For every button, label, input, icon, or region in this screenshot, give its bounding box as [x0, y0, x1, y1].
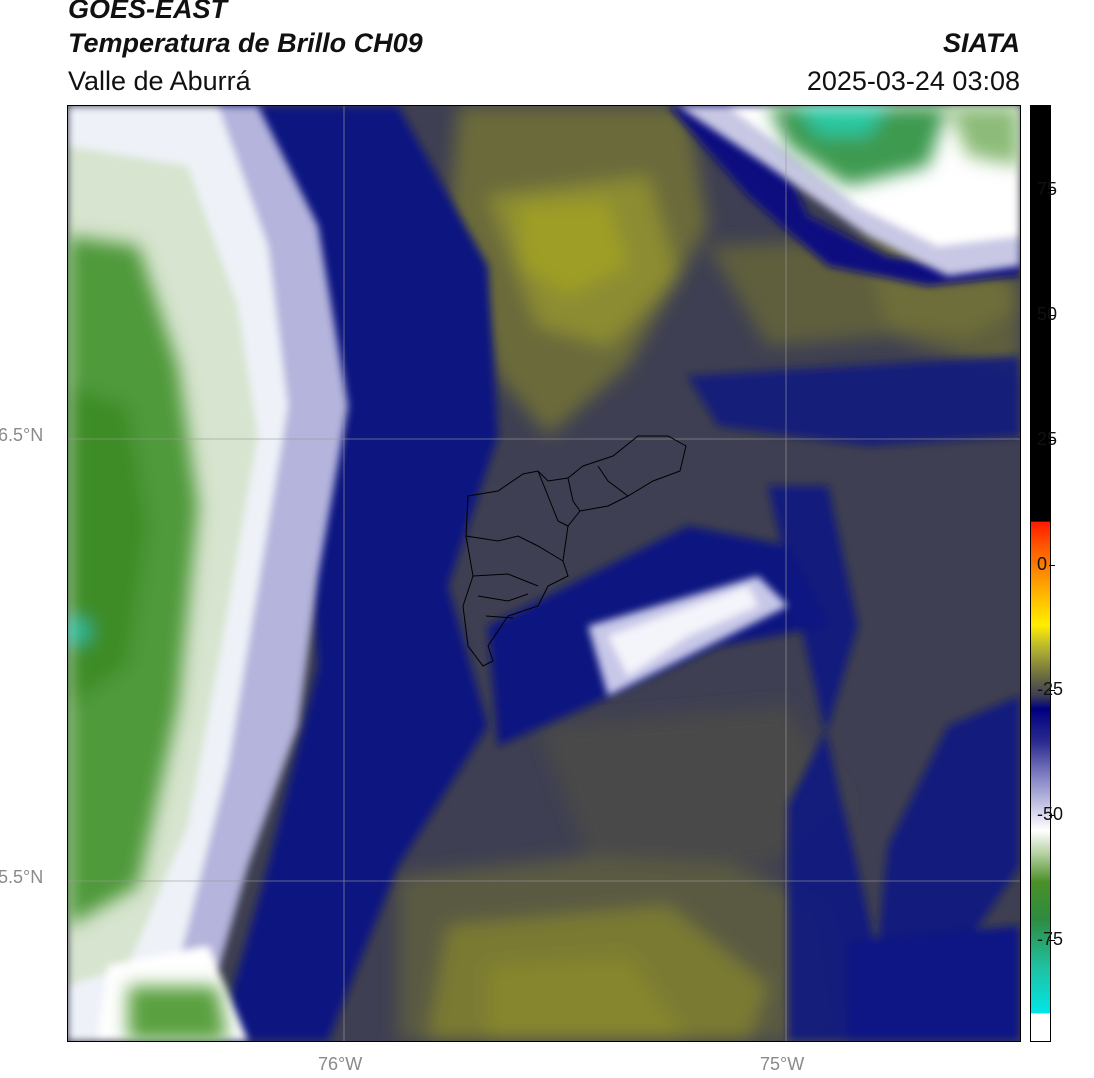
- graticule: [68, 106, 1020, 1041]
- colorbar-tick-label: 25: [1037, 429, 1058, 449]
- region-name: Valle de Aburrá: [68, 66, 251, 96]
- lat-label-5-5n: 5.5°N: [0, 867, 44, 887]
- map-raster: [68, 106, 1020, 1041]
- title-line-1: GOES-EAST: [68, 0, 228, 24]
- colorbar-tick-mark: [1049, 440, 1055, 441]
- green-cold-cores: [68, 106, 1020, 1041]
- brightness-temperature-map[interactable]: [67, 105, 1021, 1042]
- colorbar-tick-mark: [1049, 565, 1055, 566]
- colorbar-tick-label: -75: [1037, 929, 1064, 949]
- colorbar-tick-mark: [1049, 940, 1055, 941]
- lon-label-75w: 75°W: [760, 1054, 805, 1074]
- colorbar-tick-label: -50: [1037, 804, 1064, 824]
- colorbar-tick-mark: [1049, 315, 1055, 316]
- timestamp: 2025-03-24 03:08: [806, 66, 1020, 96]
- municipal-boundaries: [462, 435, 687, 667]
- colorbar-ramp: [1031, 106, 1050, 1041]
- colorbar-tick-mark: [1049, 690, 1055, 691]
- colorbar-tick-label: 0: [1037, 554, 1048, 574]
- colorbar-tick-label: 50: [1037, 304, 1058, 324]
- colorbar-tick-label: -25: [1037, 679, 1064, 699]
- colorbar: [1030, 105, 1051, 1042]
- lat-label-6-5n: 6.5°N: [0, 425, 44, 445]
- title-line-2: Temperatura de Brillo CH09: [68, 28, 423, 58]
- colorbar-tick-mark: [1049, 815, 1055, 816]
- lon-label-76w: 76°W: [318, 1054, 363, 1074]
- organization-name: SIATA: [943, 28, 1020, 58]
- colorbar-tick-mark: [1049, 190, 1055, 191]
- olive-regions: [398, 106, 1020, 1041]
- colorbar-tick-label: 75: [1037, 179, 1058, 199]
